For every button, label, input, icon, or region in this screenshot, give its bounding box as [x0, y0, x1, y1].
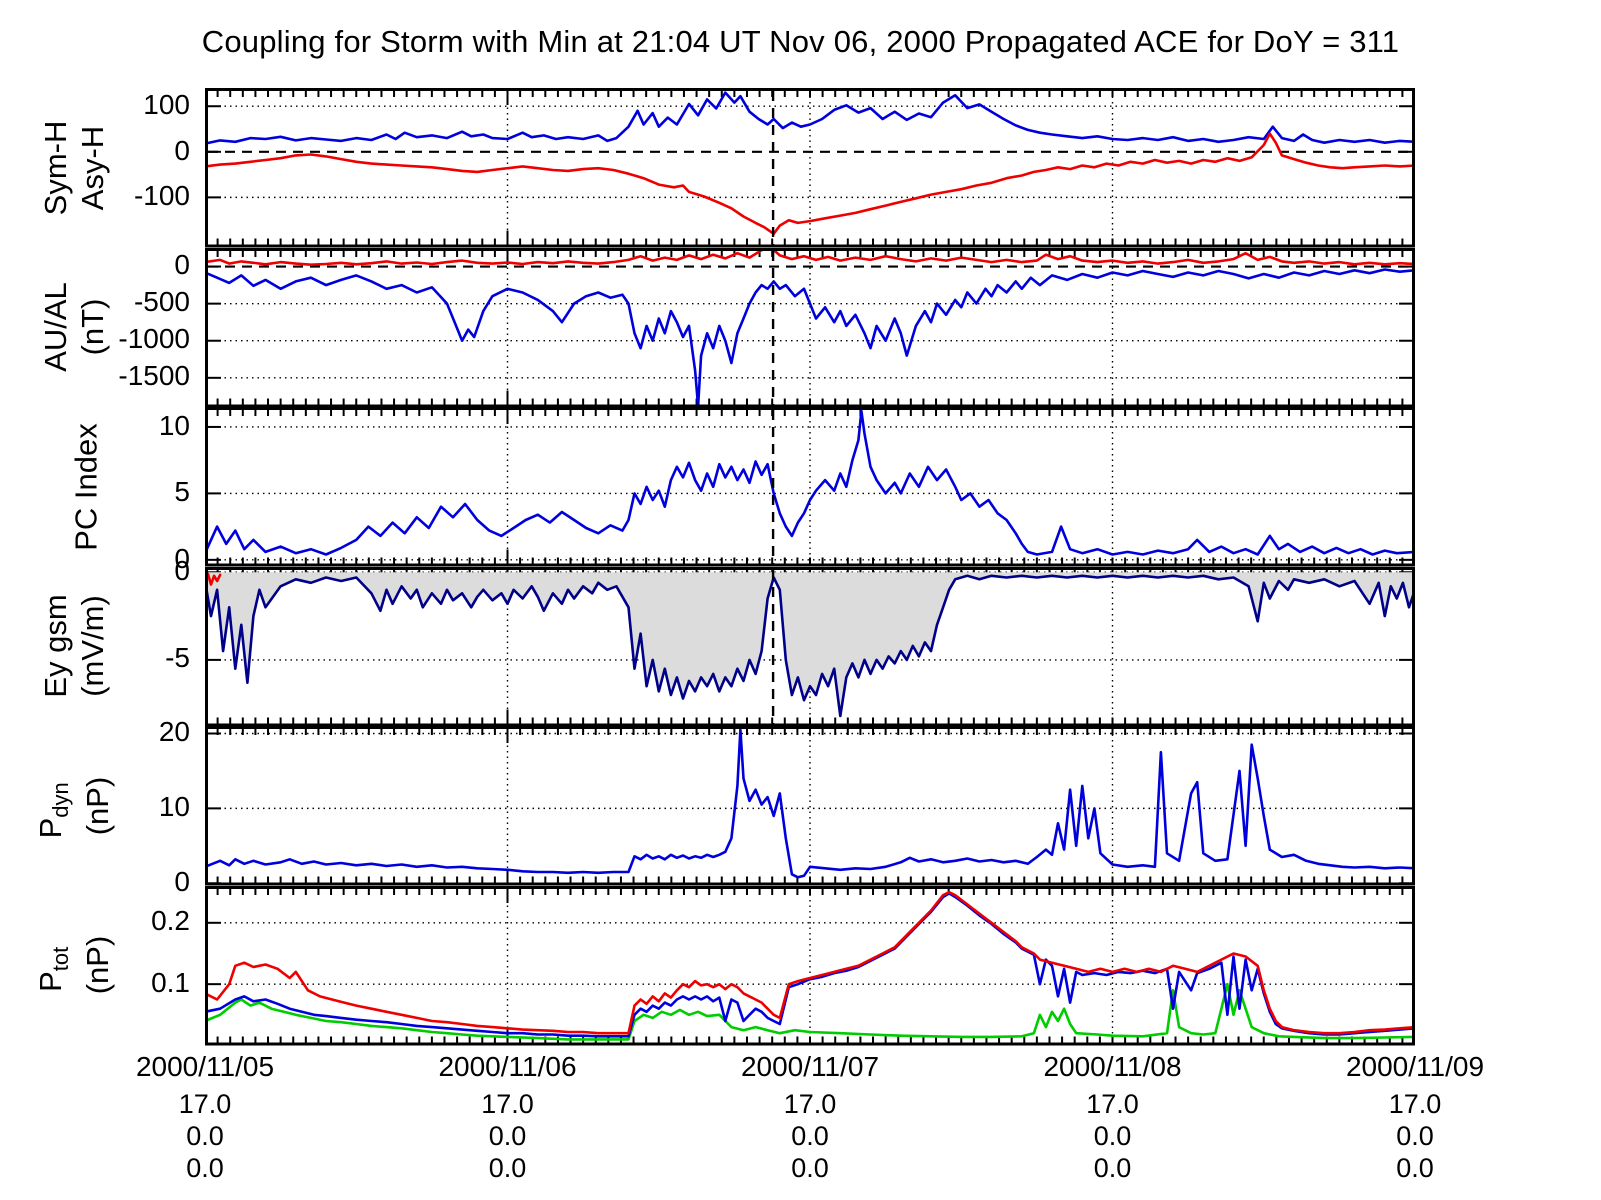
ytick-label-pc-index: 0	[174, 542, 190, 574]
ytick-label-symh-asyh: 100	[143, 89, 190, 121]
panel-frame	[205, 885, 1415, 1045]
xtick-subrow-3: 0.0	[791, 1153, 829, 1183]
panel-frame	[205, 726, 1415, 886]
series-ptot-blue	[207, 891, 1413, 1038]
xtick-subrow-2: 0.0	[1093, 1121, 1132, 1151]
ytick-label-au-al: 0	[174, 249, 190, 281]
ytick-label-ey-gsm: 0	[174, 554, 190, 586]
xtick-subrow-1: 17.0	[481, 1089, 534, 1119]
panel-pc-index	[205, 407, 1415, 567]
panel-frame	[205, 566, 1415, 726]
series-ptot-red	[207, 890, 1413, 1034]
series-sym-h	[207, 132, 1413, 236]
xtick-subrow-1: 17.0	[1086, 1089, 1139, 1119]
panel-frame	[205, 407, 1415, 567]
ytick-label-au-al: -1500	[118, 360, 190, 392]
panel-frame	[205, 247, 1415, 407]
ylabel-pc-index: PC Index	[68, 422, 104, 551]
ytick-label-symh-asyh: 0	[174, 134, 190, 166]
xtick-subrow-3: 0.0	[488, 1153, 527, 1183]
xtick-subrow-2: 0.0	[488, 1121, 527, 1151]
xtick-subrow-1: 17.0	[1388, 1089, 1442, 1119]
panel-p-tot	[205, 885, 1415, 1045]
ylabel-p-dyn: Pdyn (nP)	[32, 776, 116, 839]
xtick-date: 2000/11/05	[135, 1051, 275, 1082]
ylabel-p-tot: Ptot (nP)	[32, 935, 116, 995]
xtick-subrow-3: 0.0	[186, 1153, 224, 1183]
ytick-label-symh-asyh: -100	[133, 180, 190, 212]
series-au	[207, 249, 1413, 266]
ytick-label-p-tot: 0.1	[151, 966, 190, 998]
panel-ey-gsm	[205, 566, 1415, 726]
xtick-date: 2000/11/07	[740, 1051, 880, 1082]
ytick-label-p-tot: 0.2	[151, 905, 190, 937]
series-pc-index	[207, 409, 1413, 556]
xtick-date: 2000/11/06	[438, 1051, 577, 1082]
series-al	[207, 267, 1413, 405]
xtick-date: 2000/11/09	[1345, 1051, 1485, 1082]
ytick-label-p-dyn: 20	[158, 716, 190, 748]
panel-p-dyn	[205, 726, 1415, 886]
series-ptot-green	[207, 982, 1413, 1041]
ytick-label-p-dyn: 0	[174, 866, 190, 898]
ytick-label-au-al: -1000	[118, 323, 190, 355]
panel-symh-asyh	[205, 88, 1415, 248]
xtick-subrow-2: 0.0	[1396, 1121, 1434, 1151]
series-ey	[207, 574, 1413, 717]
xtick-subrow-2: 0.0	[186, 1121, 224, 1151]
panel-au-al	[205, 247, 1415, 407]
xtick-subrow-3: 0.0	[1396, 1153, 1434, 1183]
series-p-dyn	[207, 728, 1413, 879]
xtick-subrow-2: 0.0	[791, 1121, 829, 1151]
ytick-label-pc-index: 10	[158, 409, 190, 441]
panel-frame	[205, 88, 1415, 248]
ytick-label-au-al: -500	[133, 286, 190, 318]
ylabel-ey-gsm: Ey gsm (mV/m)	[38, 594, 110, 698]
ytick-label-pc-index: 5	[174, 476, 190, 508]
xtick-subrow-1: 17.0	[178, 1089, 232, 1119]
ylabel-symh-asyh: Sym-H Asy-H	[38, 120, 110, 216]
ytick-label-p-dyn: 10	[158, 791, 190, 823]
ytick-label-ey-gsm: -5	[165, 642, 190, 674]
series-ey-ace-red	[207, 572, 222, 586]
ey-fill-area	[207, 571, 1413, 716]
xtick-subrow-3: 0.0	[1093, 1153, 1132, 1183]
ylabel-au-al: AU/AL (nT)	[38, 282, 110, 373]
xtick-subrow-1: 17.0	[783, 1089, 837, 1119]
series-asy-h	[207, 91, 1413, 145]
xtick-date: 2000/11/08	[1043, 1051, 1182, 1082]
chart-title: Coupling for Storm with Min at 21:04 UT …	[201, 24, 1400, 59]
